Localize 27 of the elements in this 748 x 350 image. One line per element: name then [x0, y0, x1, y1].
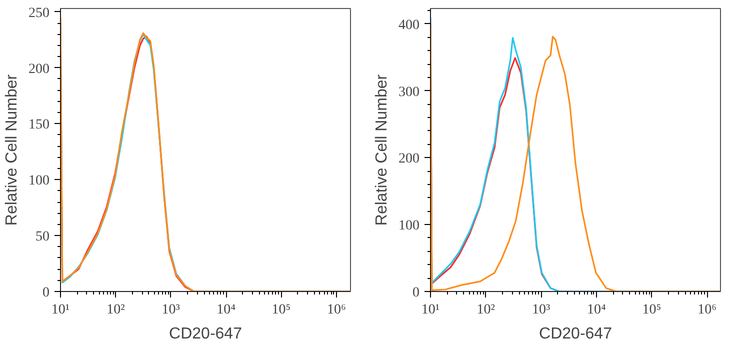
x-axis-title: CD20-647 — [169, 326, 242, 342]
x-tick-label: 10⁴ — [216, 302, 236, 318]
y-tick-label: 250 — [28, 6, 50, 21]
y-tick-label: 400 — [398, 18, 420, 33]
y-tick-label: 100 — [398, 218, 420, 234]
y-axis-title: Relative Cell Number — [374, 74, 390, 226]
x-tick-label: 10¹ — [51, 302, 70, 318]
y-tick-label: 100 — [28, 174, 50, 189]
y-tick-label: 0 — [42, 286, 50, 300]
y-tick-label: 50 — [36, 230, 50, 245]
x-tick-label: 10³ — [162, 302, 180, 318]
y-tick-label: 0 — [412, 286, 420, 300]
x-tick-label: 10³ — [532, 302, 550, 318]
y-tick-label: 200 — [398, 152, 420, 167]
x-tick-label: 10² — [106, 302, 125, 318]
x-tick-label: 10¹ — [421, 302, 440, 318]
x-tick-label: 10² — [476, 302, 495, 318]
x-axis-title: CD20-647 — [539, 326, 612, 342]
x-tick-label: 10⁵ — [642, 302, 662, 318]
y-axis-title: Relative Cell Number — [4, 74, 20, 226]
x-tick-label: 10⁶ — [698, 302, 717, 318]
y-tick-label: 150 — [28, 118, 50, 133]
y-tick-label: 200 — [28, 62, 50, 77]
y-tick-label: 300 — [398, 84, 420, 100]
x-tick-label: 10⁵ — [272, 302, 291, 318]
x-tick-label: 10⁶ — [326, 302, 346, 318]
x-tick-label: 10⁴ — [586, 302, 606, 318]
